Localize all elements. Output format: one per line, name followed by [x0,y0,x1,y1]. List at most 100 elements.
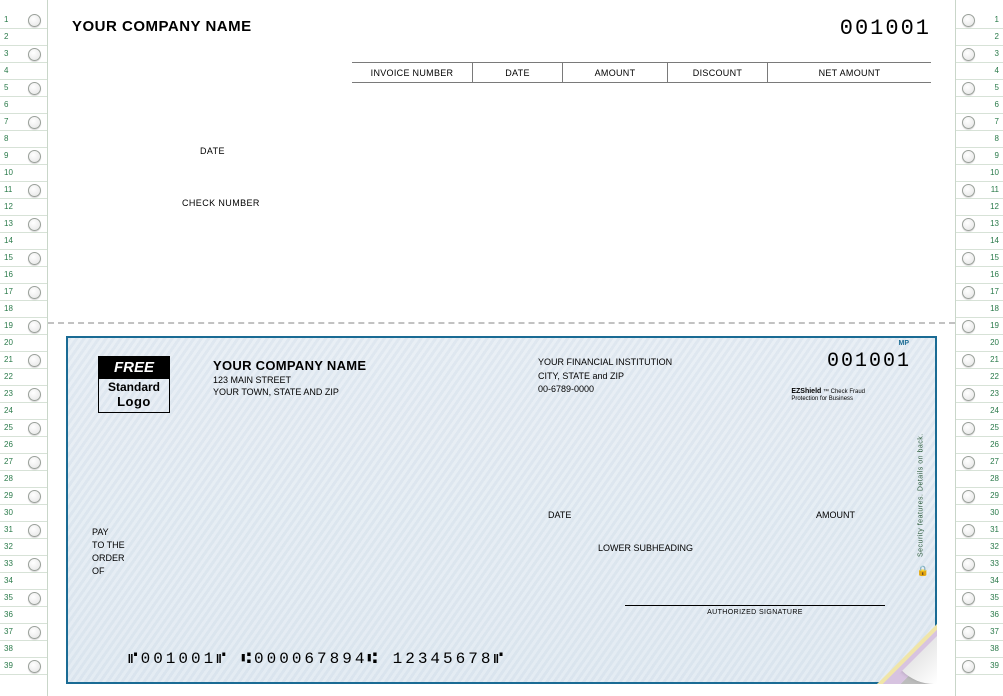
ruler-row: 31 [956,522,1003,539]
ruler-row: 3 [0,46,47,63]
logo-placeholder: FREE Standard Logo [98,356,170,413]
ruler-number: 21 [990,356,999,364]
feed-hole-icon [28,320,41,333]
ruler-row: 18 [956,301,1003,318]
ruler-number: 14 [990,237,999,245]
ruler-row: 34 [956,573,1003,590]
stub-date-label: DATE [200,146,225,156]
sheet: YOUR COMPANY NAME 001001 INVOICE NUMBER … [48,0,955,696]
ruler-number: 24 [4,407,13,415]
ruler-number: 26 [990,441,999,449]
ruler-row: 37 [956,624,1003,641]
ruler-number: 3 [995,50,999,58]
feed-hole-icon [28,82,41,95]
ruler-number: 13 [4,220,13,228]
signature-line: AUTHORIZED SIGNATURE [625,605,885,616]
ruler-row: 1 [0,12,47,29]
ruler-number: 22 [4,373,13,381]
ruler-row: 15 [956,250,1003,267]
ruler-row: 25 [956,420,1003,437]
ruler-number: 16 [990,271,999,279]
ruler-row: 13 [0,216,47,233]
feed-hole-icon [28,524,41,537]
pay-to-order: PAY TO THE ORDER OF [92,526,125,578]
ruler-row: 5 [956,80,1003,97]
ruler-row: 30 [956,505,1003,522]
stub-check-number: 001001 [840,16,931,41]
ruler-number: 17 [4,288,13,296]
ruler-row: 29 [956,488,1003,505]
ruler-row: 10 [956,165,1003,182]
bank-block: YOUR FINANCIAL INSTITUTION CITY, STATE a… [538,356,672,397]
ruler-row: 23 [956,386,1003,403]
ruler-number: 7 [995,118,999,126]
ruler-row: 19 [0,318,47,335]
security-strip: Security features. Details on back. [913,368,929,622]
feed-hole-icon [962,626,975,639]
ruler-number: 31 [4,526,13,534]
feed-hole-icon [28,252,41,265]
ruler-row: 18 [0,301,47,318]
payto-l4: OF [92,565,125,578]
ruler-row: 24 [956,403,1003,420]
ruler-number: 12 [4,203,13,211]
logo-line-logo: Logo [99,395,169,412]
ruler-number: 12 [990,203,999,211]
tractor-margin-right: 1234567891011121314151617181920212223242… [955,0,1003,696]
feed-hole-icon [28,286,41,299]
ruler-number: 8 [995,135,999,143]
ruler-row: 22 [0,369,47,386]
ruler-row: 2 [956,29,1003,46]
ruler-row: 21 [956,352,1003,369]
ruler-number: 19 [990,322,999,330]
logo-line-standard: Standard [99,379,169,395]
ruler-number: 1 [995,16,999,24]
ezshield-note: EZShield ™ Check Fraud Protection for Bu… [791,388,865,404]
ruler-number: 9 [4,152,8,160]
ruler-row: 33 [956,556,1003,573]
ruler-number: 18 [4,305,13,313]
ruler-number: 25 [990,424,999,432]
ruler-row: 28 [956,471,1003,488]
ruler-row: 6 [956,97,1003,114]
ruler-number: 5 [995,84,999,92]
ruler-row: 13 [956,216,1003,233]
ruler-row: 15 [0,250,47,267]
feed-hole-icon [962,218,975,231]
ruler-row: 25 [0,420,47,437]
ruler-number: 37 [990,628,999,636]
feed-hole-icon [962,490,975,503]
ruler-number: 23 [990,390,999,398]
ruler-row: 4 [0,63,47,80]
ruler-number: 1 [4,16,8,24]
feed-hole-icon [962,456,975,469]
feed-hole-icon [962,524,975,537]
feed-hole-icon [962,82,975,95]
ruler-number: 36 [990,611,999,619]
ruler-row: 35 [956,590,1003,607]
ruler-number: 6 [995,101,999,109]
ruler-number: 18 [990,305,999,313]
feed-hole-icon [28,660,41,673]
feed-hole-icon [962,422,975,435]
ruler-number: 22 [990,373,999,381]
ruler-number: 4 [995,67,999,75]
ruler-row: 23 [0,386,47,403]
ruler-number: 33 [4,560,13,568]
ruler-number: 7 [4,118,8,126]
ruler-row: 12 [0,199,47,216]
ruler-row: 29 [0,488,47,505]
payto-l3: ORDER [92,552,125,565]
ruler-row: 5 [0,80,47,97]
ruler-row: 38 [956,641,1003,658]
ruler-number: 35 [990,594,999,602]
feed-hole-icon [962,354,975,367]
ruler-row: 7 [956,114,1003,131]
ruler-number: 14 [4,237,13,245]
ruler-row: 1 [956,12,1003,29]
ruler-number: 38 [990,645,999,653]
ruler-number: 20 [990,339,999,347]
feed-hole-icon [28,354,41,367]
ruler-row: 2 [0,29,47,46]
ruler-row: 30 [0,505,47,522]
